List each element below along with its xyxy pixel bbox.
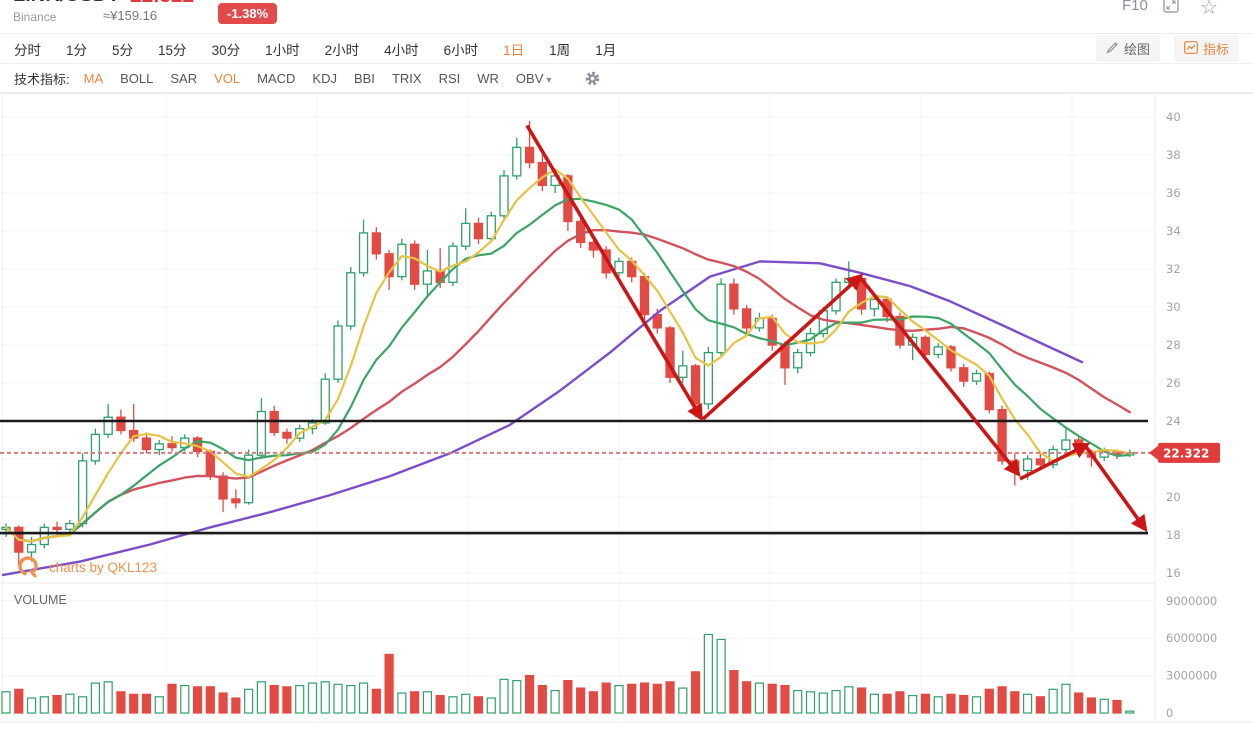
indicator-tab[interactable]: RSI bbox=[438, 70, 461, 86]
indicator-tab[interactable]: OBV ▾ bbox=[515, 70, 552, 86]
indicator-tab[interactable]: BOLL bbox=[120, 70, 154, 86]
timeframe-tab[interactable]: 2小时 bbox=[324, 42, 360, 58]
timeframe-tab[interactable]: 5分 bbox=[112, 42, 134, 58]
chart-area[interactable]: 4038363432302826242220181690000006000000… bbox=[0, 93, 1253, 730]
timeframe-tab[interactable]: 30分 bbox=[211, 42, 241, 58]
svg-text:0: 0 bbox=[1166, 706, 1173, 720]
timeframe-tab[interactable]: 6小时 bbox=[443, 42, 479, 58]
timeframe-tab[interactable]: 15分 bbox=[158, 42, 187, 58]
svg-text:3000000: 3000000 bbox=[1166, 669, 1217, 683]
timeframe-tab[interactable]: 1日 bbox=[503, 42, 525, 58]
indicator-tab[interactable]: MACD bbox=[257, 70, 296, 86]
fullscreen-icon[interactable] bbox=[1162, 0, 1180, 19]
indicator-tab[interactable]: SAR bbox=[170, 70, 198, 86]
gear-icon[interactable] bbox=[584, 70, 601, 87]
svg-text:9000000: 9000000 bbox=[1166, 594, 1217, 608]
star-icon[interactable]: ☆ bbox=[1200, 0, 1218, 19]
draw-button[interactable]: 绘图 bbox=[1095, 35, 1160, 62]
svg-text:16: 16 bbox=[1166, 566, 1181, 580]
exchange-label: Binance bbox=[13, 10, 57, 24]
svg-text:24: 24 bbox=[1166, 414, 1181, 428]
last-price: 22.322 bbox=[130, 0, 194, 8]
indicator-tab[interactable]: WR bbox=[477, 70, 499, 86]
svg-text:22.322: 22.322 bbox=[1163, 446, 1209, 460]
current-price-tag: 22.322 bbox=[1149, 442, 1220, 463]
svg-text:18: 18 bbox=[1166, 528, 1181, 542]
svg-text:40: 40 bbox=[1166, 110, 1181, 124]
f10-button[interactable]: F10 bbox=[1122, 0, 1148, 14]
timeframe-tab[interactable]: 1小时 bbox=[265, 42, 300, 58]
svg-text:32: 32 bbox=[1166, 262, 1181, 276]
svg-text:6000000: 6000000 bbox=[1166, 631, 1217, 645]
timeframe-tab[interactable]: 1周 bbox=[549, 42, 571, 58]
svg-text:34: 34 bbox=[1166, 224, 1181, 238]
indicator-tab[interactable]: VOL bbox=[214, 70, 241, 86]
volume-pane-label: VOLUME bbox=[14, 593, 67, 607]
svg-text:30: 30 bbox=[1166, 300, 1181, 314]
chevron-down-icon: ▾ bbox=[546, 74, 552, 86]
svg-text:36: 36 bbox=[1166, 186, 1181, 200]
indicator-tab[interactable]: MA bbox=[83, 70, 104, 86]
timeframe-tab[interactable]: 1分 bbox=[66, 42, 88, 58]
indicator-button[interactable]: 指标 bbox=[1173, 35, 1239, 62]
indicator-tab[interactable]: KDJ bbox=[312, 70, 337, 86]
line-chart-icon bbox=[1184, 40, 1198, 57]
pair-name: LINK/USDT bbox=[13, 0, 120, 7]
timeframe-tab[interactable]: 1月 bbox=[595, 42, 617, 58]
indicator-toolbar: 技术指标: MA BOLL SAR VOL MACD KDJ BBI TRIX RSI WR OBV… bbox=[0, 64, 1253, 93]
indicator-row-label: 技术指标: bbox=[14, 71, 70, 87]
indicator-tab[interactable]: BBI bbox=[353, 70, 375, 86]
timeframe-tab[interactable]: 4小时 bbox=[384, 42, 419, 58]
change-badge: -1.38% bbox=[218, 3, 278, 24]
svg-text:26: 26 bbox=[1166, 376, 1181, 390]
svg-text:20: 20 bbox=[1166, 490, 1181, 504]
header: LINK/USDT Binance 22.322 ≈¥159.16 -1.38%… bbox=[0, 0, 1253, 34]
timeframe-tab[interactable]: 分时 bbox=[14, 42, 41, 58]
svg-text:38: 38 bbox=[1166, 148, 1181, 162]
candlestick-chart[interactable]: 4038363432302826242220181690000006000000… bbox=[0, 93, 1253, 730]
svg-text:28: 28 bbox=[1166, 338, 1181, 352]
indicator-tab[interactable]: TRIX bbox=[391, 70, 422, 86]
cny-price: ≈¥159.16 bbox=[103, 8, 158, 23]
pencil-icon bbox=[1106, 41, 1119, 57]
timeframe-toolbar: 分时 1分 5分 15分 30分 1小时 2小时 4小时 6小时 1日 1周 1月 绘图 指标 bbox=[0, 34, 1253, 64]
